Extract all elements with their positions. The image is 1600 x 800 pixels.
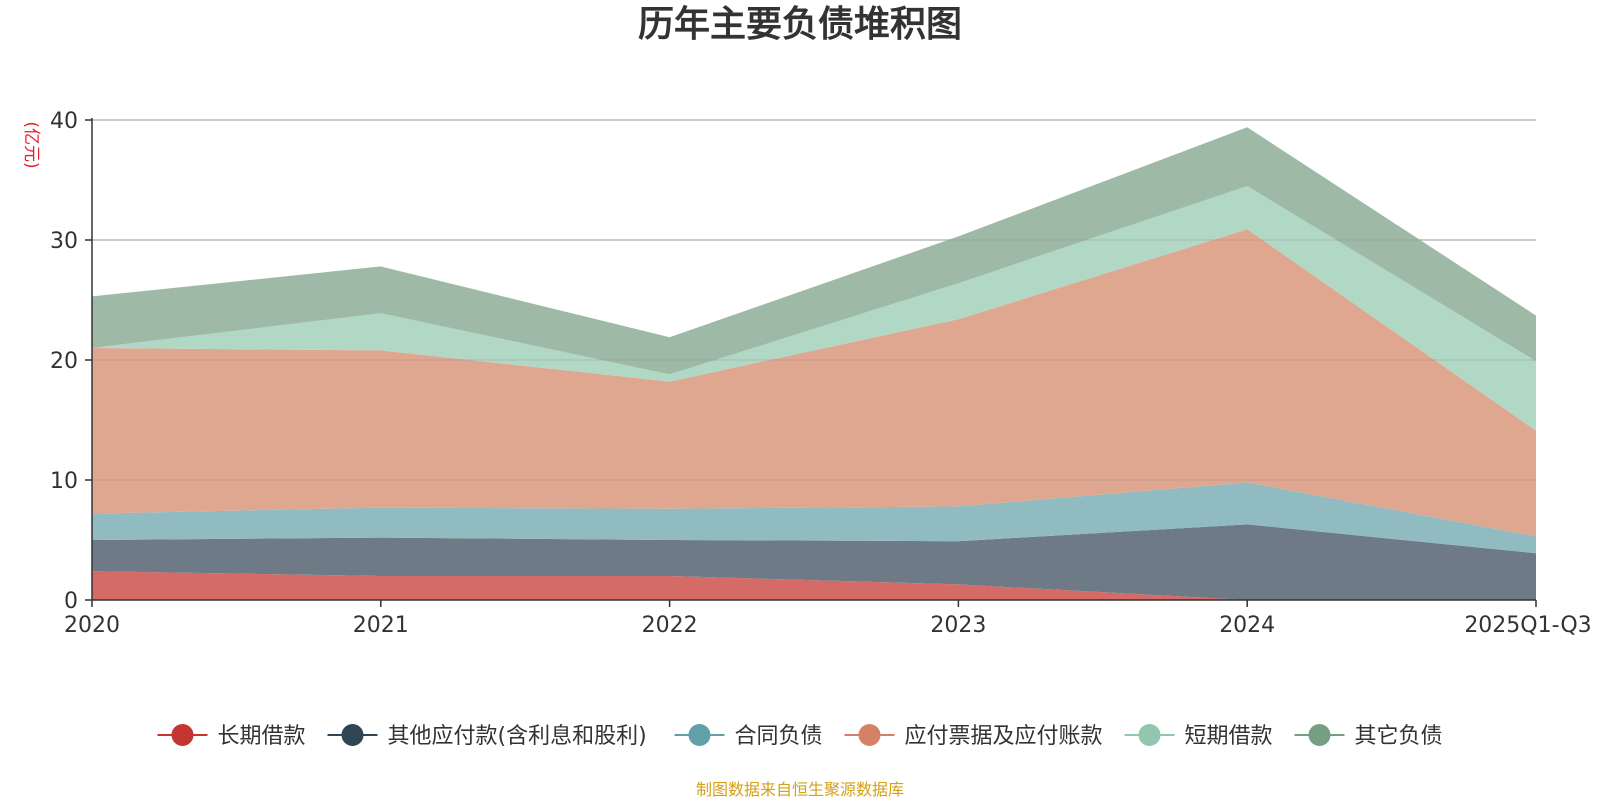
x-tick-label: 2021 — [353, 613, 409, 638]
x-tick-label: 2025Q1-Q3 — [1464, 613, 1591, 638]
y-tick-label: 0 — [64, 589, 78, 614]
legend-item-6[interactable]: 其它负债 — [1294, 724, 1443, 749]
legend-label: 合同负债 — [735, 724, 823, 749]
legend-item-4[interactable]: 应付票据及应付账款 — [844, 724, 1103, 749]
legend-circle-icon — [858, 724, 881, 746]
area-series-2 — [92, 524, 1536, 600]
area-series-group — [92, 119, 1536, 600]
legend-circle-icon — [1138, 724, 1161, 746]
area-series-1 — [92, 571, 1536, 600]
y-tick-label: 20 — [50, 349, 78, 374]
legend-label: 长期借款 — [218, 724, 306, 749]
y-tick-label: 10 — [50, 469, 78, 494]
legend-item-3[interactable]: 合同负债 — [674, 724, 823, 749]
chart-title: 历年主要负债堆积图 — [638, 4, 962, 45]
y-tick-label: 40 — [50, 109, 78, 134]
x-tick-label: 2023 — [930, 613, 986, 638]
legend-item-5[interactable]: 短期借款 — [1124, 724, 1273, 749]
legend-label: 其它负债 — [1355, 724, 1443, 749]
data-source-note: 制图数据来自恒生聚源数据库 — [696, 780, 904, 799]
area-series-6 — [92, 127, 1536, 375]
area-series-4 — [92, 229, 1536, 537]
legend-label: 其他应付款(含利息和股利) — [388, 724, 647, 749]
x-tick-label: 2020 — [64, 613, 120, 638]
legend-label: 短期借款 — [1185, 724, 1273, 749]
x-tick-label: 2022 — [642, 613, 698, 638]
axes: 0 10 20 30 40 2020 2021 2022 2023 2024 2025Q1-Q3 — [50, 109, 1592, 638]
legend-item-2[interactable]: 其他应付款(含利息和股利) — [327, 724, 647, 749]
legend-label: 应付票据及应付账款 — [905, 724, 1103, 749]
legend-circle-icon — [1308, 724, 1331, 746]
area-series-5 — [92, 186, 1536, 431]
legend-item-1[interactable]: 长期借款 — [157, 724, 306, 749]
area-series-3 — [92, 482, 1536, 554]
y-tick-label: 30 — [50, 229, 78, 254]
legend-circle-icon — [171, 724, 194, 746]
x-tick-label: 2024 — [1219, 613, 1275, 638]
legend-circle-icon — [341, 724, 364, 746]
legend-circle-icon — [688, 724, 711, 746]
legend: 长期借款 其他应付款(含利息和股利) 合同负债 应付票据及应付账款 短期借款 其它负债 — [157, 724, 1443, 749]
y-axis-unit-label: (亿元) — [21, 121, 41, 168]
